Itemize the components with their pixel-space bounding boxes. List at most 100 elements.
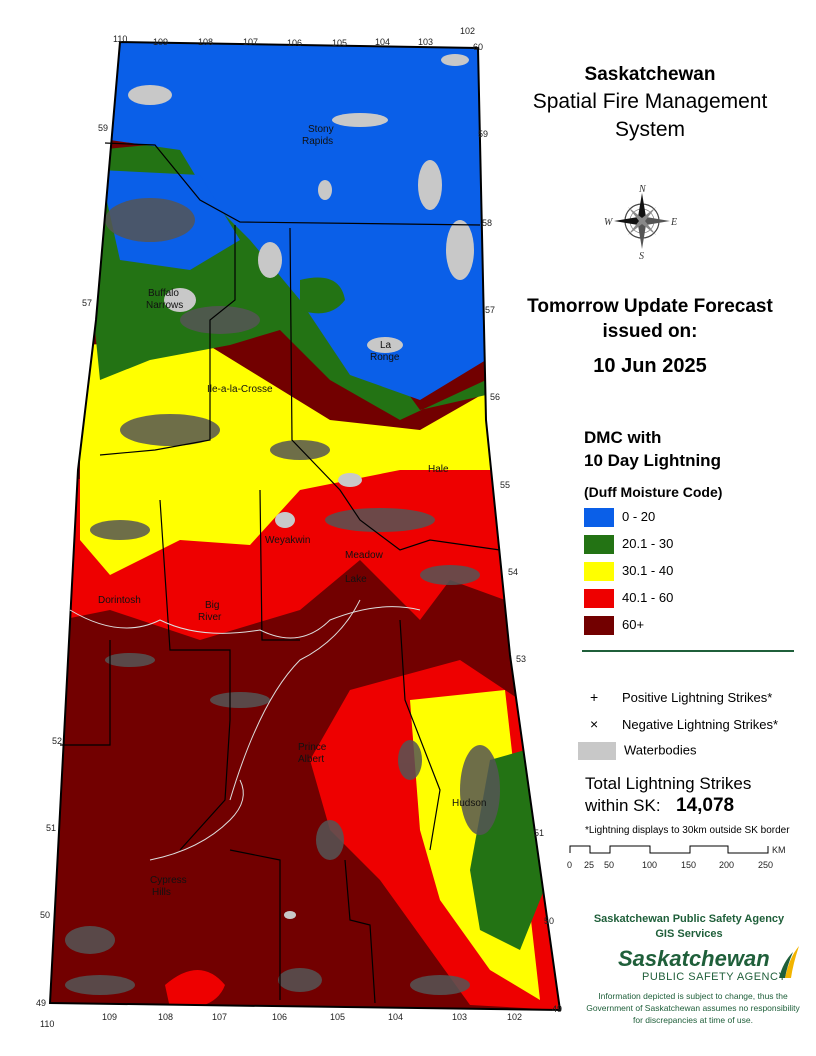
compass-rose-icon: N E S W	[604, 184, 677, 262]
legend-label: 40.1 - 60	[622, 590, 674, 605]
lon-bottom-label: 104	[388, 1012, 403, 1022]
lat-left-label: 52	[52, 736, 62, 746]
legend-label: 0 - 20	[622, 509, 656, 524]
scale-tick: 150	[681, 860, 696, 870]
logo-subtitle: PUBLIC SAFETY AGENCY	[642, 971, 787, 983]
svg-text:N: N	[638, 184, 647, 195]
lon-top-label: 102	[460, 26, 475, 36]
lat-right-label: 53	[516, 654, 526, 664]
place-label: Buffalo Narrows	[146, 288, 183, 311]
lon-bottom-label: 109	[102, 1012, 117, 1022]
svg-text:W: W	[604, 217, 614, 228]
svg-text:E: E	[670, 217, 677, 228]
title-line3: System	[614, 118, 685, 141]
lon-top-label: 109	[153, 37, 168, 47]
zone-0-20	[110, 42, 486, 400]
legend-title-line1: DMC with	[584, 428, 662, 447]
legend-label: Negative Lightning Strikes*	[622, 717, 779, 732]
scale-ticks: 0 25 50 100 150 200 250 KM	[567, 845, 786, 870]
place-label: Weyakwin	[265, 535, 310, 546]
lat-left-label: 51	[46, 823, 56, 833]
forecast-line2: issued on:	[602, 321, 698, 342]
legend-subtitle: (Duff Moisture Code)	[584, 484, 723, 500]
scale-tick: 25	[584, 860, 594, 870]
place-labels: Stony Rapids Buffalo Narrows La Ronge Ile-a…	[98, 124, 486, 898]
scale-tick: 200	[719, 860, 734, 870]
place-label: Prince Albert	[298, 742, 327, 765]
legend-swatch	[584, 562, 614, 581]
lon-top-label: 105	[332, 38, 347, 48]
scale-unit: KM	[772, 845, 786, 855]
lat-left-label: 50	[40, 910, 50, 920]
lat-right-label: 56	[490, 392, 500, 402]
lon-top-label: 108	[198, 37, 213, 47]
legend-swatch	[584, 535, 614, 554]
place-label: La Ronge	[370, 340, 400, 363]
legend-label: 20.1 - 30	[622, 536, 674, 551]
scale-tick: 50	[604, 860, 614, 870]
lon-top-label: 110	[113, 34, 127, 44]
lightning-note: *Lightning displays to 30km outside SK b…	[585, 825, 790, 836]
cross-icon: ×	[590, 716, 599, 732]
agency-logo-icon	[779, 946, 799, 978]
lon-bottom-label: 108	[158, 1012, 173, 1022]
legend-swatch	[584, 616, 614, 635]
title-line2: Spatial Fire Management	[532, 90, 768, 113]
legend-label: Positive Lightning Strikes*	[622, 690, 773, 705]
lon-bottom-label: 105	[330, 1012, 345, 1022]
place-label: Hale	[428, 464, 449, 475]
zone-40-60-south	[165, 970, 225, 1009]
place-label: Dorintosh	[98, 595, 141, 606]
legend-swatch	[584, 508, 614, 527]
forecast-line1: Tomorrow Update Forecast	[527, 296, 773, 317]
legend-label: 30.1 - 40	[622, 563, 674, 578]
lat-left-label: 59	[98, 123, 108, 133]
water-swatch	[578, 742, 616, 760]
title-line1: Saskatchewan	[584, 64, 716, 85]
place-label: Cypress Hills	[150, 875, 187, 898]
lat-right-label: 49	[552, 1004, 562, 1014]
lon-bottom-label: 107	[212, 1012, 227, 1022]
waterbodies	[128, 54, 474, 919]
lon-top-label: 106	[287, 38, 302, 48]
lightning-strikes	[65, 198, 500, 995]
agency-department: GIS Services	[655, 928, 723, 940]
lon-top-label: 104	[375, 37, 390, 47]
lon-top-label: 107	[243, 37, 258, 47]
place-label: Meadow Lake	[345, 550, 384, 585]
legend-waterbodies: Waterbodies	[578, 742, 697, 760]
lat-right-label: 51	[534, 828, 544, 838]
legend-title-line2: 10 Day Lightning	[584, 451, 721, 470]
lon-bottom-label: 102	[507, 1012, 522, 1022]
scale-bar	[569, 845, 769, 854]
total-strikes-label-line2: within SK:	[585, 796, 661, 815]
place-label: Hudson	[452, 798, 486, 809]
legend-divider	[582, 650, 794, 652]
place-label: Big River	[198, 600, 222, 623]
place-label: Ile-a-la-Crosse	[207, 384, 273, 395]
logo-wordmark: Saskatchewan	[618, 946, 770, 971]
lat-right-label: 59	[478, 129, 488, 139]
rivers	[69, 599, 421, 861]
legend-label: Waterbodies	[624, 742, 697, 758]
lon-top-label: 103	[418, 37, 433, 47]
disclaimer: Information depicted is subject to chang…	[586, 991, 800, 1025]
plus-icon: +	[590, 689, 599, 705]
legend-positive-strikes: + Positive Lightning Strikes*	[590, 689, 772, 705]
lon-bottom-label: 110	[40, 1019, 54, 1029]
lon-bottom-label: 103	[452, 1012, 467, 1022]
lat-right-label: 50	[544, 916, 554, 926]
lat-right-label: 57	[485, 305, 495, 315]
lon-bottom-label: 106	[272, 1012, 287, 1022]
scale-tick: 0	[567, 860, 572, 870]
svg-text:S: S	[639, 251, 644, 262]
scale-tick: 250	[758, 860, 773, 870]
place-label: Stony Rapids	[302, 124, 334, 147]
legend-label: 60+	[622, 617, 645, 632]
forecast-date: 10 Jun 2025	[593, 355, 707, 377]
legend-swatch	[584, 589, 614, 608]
total-strikes-label-line1: Total Lightning Strikes	[585, 774, 752, 793]
lat-right-label: 55	[500, 480, 510, 490]
